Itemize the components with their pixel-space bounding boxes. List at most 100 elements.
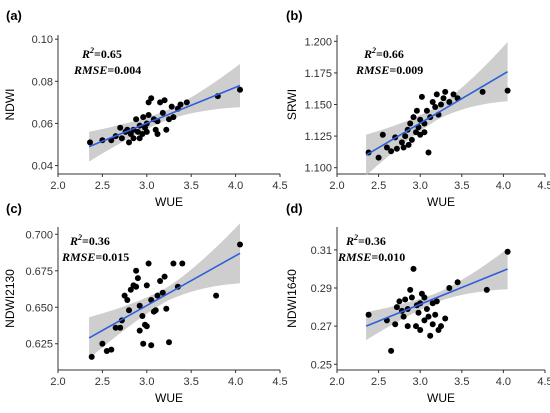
data-point bbox=[421, 294, 428, 301]
data-point bbox=[379, 131, 386, 138]
regression-line bbox=[365, 268, 508, 327]
y-tick-label: 0.650 bbox=[25, 302, 53, 314]
x-tick-label: 4.5 bbox=[537, 376, 550, 388]
y-tick-label: 0.625 bbox=[25, 339, 53, 351]
panel-label: (c) bbox=[6, 201, 22, 216]
x-tick-label: 4.0 bbox=[228, 376, 243, 388]
x-tick-label: 3.5 bbox=[184, 180, 199, 192]
r2-annotation: R2=0.65 bbox=[81, 46, 122, 61]
data-point bbox=[442, 315, 449, 322]
data-point bbox=[408, 136, 415, 143]
data-point bbox=[145, 260, 152, 267]
x-tick-label: 2.0 bbox=[329, 376, 344, 388]
x-tick-label: 2.0 bbox=[329, 180, 344, 192]
data-point bbox=[143, 282, 150, 289]
x-tick-label: 3.0 bbox=[139, 376, 154, 388]
regression-line bbox=[88, 84, 241, 148]
data-point bbox=[400, 144, 407, 151]
data-point bbox=[143, 323, 150, 330]
data-point bbox=[423, 306, 430, 312]
x-tick-label: 2.5 bbox=[371, 376, 386, 388]
y-tick-label: 1.200 bbox=[304, 36, 332, 48]
data-point bbox=[136, 135, 143, 142]
x-tick-label: 2.5 bbox=[371, 180, 386, 192]
data-point bbox=[108, 346, 115, 353]
x-axis-title: WUE bbox=[427, 391, 455, 405]
data-point bbox=[404, 323, 411, 330]
data-point bbox=[87, 139, 93, 146]
data-point bbox=[365, 311, 372, 318]
y-tick-label: 0.29 bbox=[311, 283, 332, 295]
data-point bbox=[159, 109, 166, 116]
data-point bbox=[421, 129, 428, 136]
y-tick-label: 1.125 bbox=[304, 131, 332, 143]
y-tick-label: 0.10 bbox=[32, 34, 53, 46]
r2-annotation: R2=0.36 bbox=[345, 233, 386, 248]
x-tick-label: 3.0 bbox=[413, 376, 428, 388]
data-point bbox=[388, 347, 395, 354]
data-point bbox=[166, 339, 172, 346]
data-point bbox=[393, 145, 400, 152]
data-point bbox=[130, 135, 137, 142]
y-tick-label: 0.04 bbox=[32, 161, 53, 173]
panel-a: (a) 2.0 2.5 3.0 3.5 4.0 4.5 0.04 0.06 0.08 0.10 WUE… bbox=[3, 8, 288, 209]
data-point bbox=[438, 323, 444, 330]
data-point bbox=[413, 107, 420, 114]
x-tick-label: 3.0 bbox=[413, 180, 428, 192]
data-point bbox=[148, 95, 155, 102]
x-tick-label: 2.0 bbox=[50, 180, 65, 192]
x-axis-title: WUE bbox=[427, 195, 455, 209]
y-tick-label: 1.100 bbox=[304, 163, 332, 175]
data-point bbox=[446, 285, 453, 291]
data-point bbox=[134, 128, 141, 135]
data-point bbox=[124, 297, 131, 303]
data-point bbox=[133, 116, 140, 123]
data-point bbox=[148, 342, 155, 349]
data-point bbox=[121, 292, 128, 299]
y-tick-label: 0.700 bbox=[25, 229, 53, 241]
r2-annotation: R2=0.36 bbox=[69, 233, 110, 248]
data-point bbox=[450, 91, 457, 98]
data-point bbox=[425, 313, 432, 320]
data-point bbox=[237, 86, 243, 93]
x-tick-label: 4.0 bbox=[496, 180, 511, 192]
data-point bbox=[410, 114, 417, 121]
y-tick-label: 0.675 bbox=[25, 266, 53, 278]
y-tick-label: 1.150 bbox=[304, 100, 332, 112]
data-point bbox=[126, 307, 132, 314]
data-point bbox=[163, 305, 170, 312]
x-tick-label: 2.5 bbox=[95, 376, 110, 388]
panel-label: (b) bbox=[286, 8, 303, 23]
data-point bbox=[392, 321, 399, 328]
data-point bbox=[154, 292, 161, 299]
data-point bbox=[154, 131, 161, 137]
data-point bbox=[418, 93, 425, 100]
data-point bbox=[388, 148, 395, 155]
data-point bbox=[396, 298, 403, 305]
y-tick-label: 0.31 bbox=[311, 245, 332, 257]
data-point bbox=[425, 149, 432, 156]
data-point bbox=[161, 97, 168, 104]
data-point bbox=[433, 91, 440, 98]
x-tick-label: 4.5 bbox=[537, 180, 550, 192]
data-point bbox=[179, 260, 186, 267]
data-point bbox=[417, 116, 424, 123]
data-point bbox=[446, 99, 453, 105]
data-point bbox=[483, 286, 490, 293]
regression-line bbox=[88, 252, 241, 339]
x-tick-label: 2.5 bbox=[95, 180, 110, 192]
data-point bbox=[442, 88, 449, 95]
data-point bbox=[432, 311, 439, 318]
data-point bbox=[136, 327, 143, 334]
data-point bbox=[139, 313, 146, 319]
data-point bbox=[213, 292, 220, 299]
data-point bbox=[405, 141, 412, 148]
x-axis-title: WUE bbox=[155, 391, 183, 405]
data-point bbox=[407, 120, 414, 127]
data-point bbox=[479, 88, 486, 95]
data-point bbox=[417, 327, 424, 333]
data-point bbox=[161, 273, 168, 280]
data-point bbox=[429, 300, 436, 307]
x-tick-label: 3.0 bbox=[139, 180, 154, 192]
y-axis-title: NDWI bbox=[3, 89, 17, 121]
